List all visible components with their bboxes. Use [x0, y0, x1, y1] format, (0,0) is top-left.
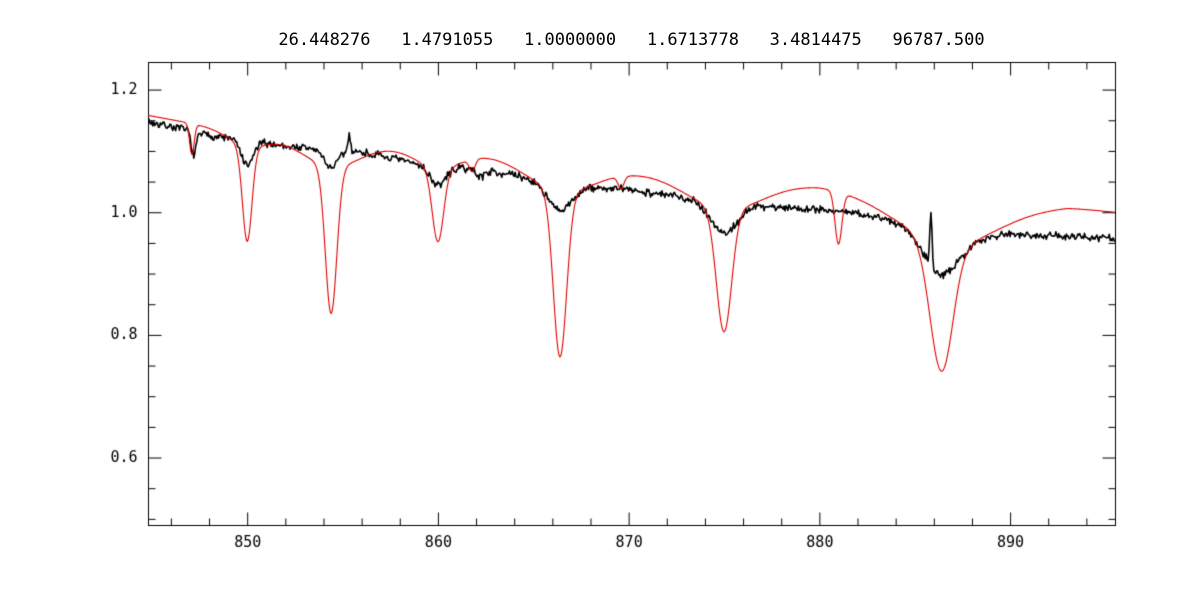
plot-title: 26.448276 1.4791055 1.0000000 1.6713778 …: [278, 30, 985, 50]
